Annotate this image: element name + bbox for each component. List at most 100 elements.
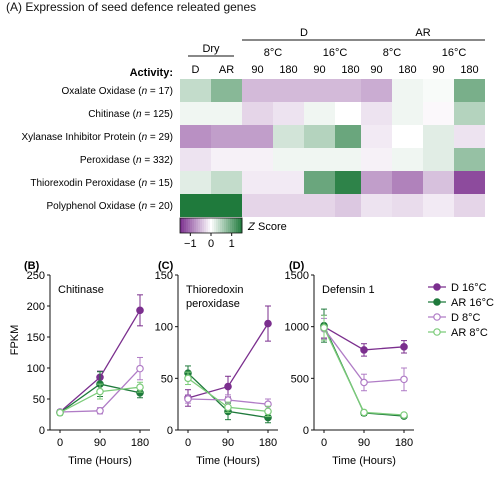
heatmap-cell xyxy=(211,79,242,102)
heatmap-cell xyxy=(211,194,242,217)
row-label-n-eq: = xyxy=(147,86,158,97)
column-label: 90 xyxy=(251,64,263,76)
heatmap-cell xyxy=(392,102,423,125)
colorbar-segment xyxy=(188,218,191,233)
heatmap-cell xyxy=(335,125,366,148)
heatmap-cell xyxy=(211,171,242,194)
colorbar-segment xyxy=(220,218,223,233)
heatmap-cell xyxy=(454,194,485,217)
heatmap-cell xyxy=(304,125,335,148)
row-label-name: Xylanase Inhibitor Protein xyxy=(21,132,135,143)
data-point xyxy=(400,375,408,384)
heatmap-cell xyxy=(423,102,454,125)
colorbar-segment xyxy=(192,218,195,233)
colorbar-tick-label: 0 xyxy=(208,238,214,250)
row-label-name: Oxalate Oxidase xyxy=(62,86,136,97)
column-label: 180 xyxy=(341,64,359,76)
series-line xyxy=(323,325,405,417)
y-tick-label: 0 xyxy=(167,425,173,437)
row-label-n-open: ( xyxy=(135,132,142,143)
heatmap-cells xyxy=(180,79,485,217)
heatmap-row-label: Peroxidase (n = 332) xyxy=(80,155,173,166)
heatmap-cell xyxy=(423,148,454,171)
row-label-n-close: ) xyxy=(170,86,173,97)
row-label-n-eq: = xyxy=(142,155,153,166)
heatmap-cell xyxy=(423,79,454,102)
data-point xyxy=(136,364,144,373)
heatmap-cell xyxy=(304,102,335,125)
column-label: D xyxy=(192,64,200,76)
heatmap-cell xyxy=(361,194,392,217)
data-point xyxy=(96,406,104,415)
row-label-n-eq: = xyxy=(147,132,158,143)
legend-marker xyxy=(433,313,441,321)
heatmap-row-label: Xylanase Inhibitor Protein (n = 29) xyxy=(21,132,173,143)
heatmap-cell xyxy=(242,194,273,217)
heatmap-cell xyxy=(242,102,273,125)
data-point xyxy=(400,411,408,419)
data-point xyxy=(184,395,192,403)
y-tick-label: 150 xyxy=(27,332,45,344)
colorbar-segment xyxy=(204,218,207,233)
heatmap-panel-a: Activity: Oxalate Oxidase (n = 17)Chitin… xyxy=(21,27,485,250)
colorbar-segment xyxy=(194,218,197,233)
heatmap-cell xyxy=(180,125,211,148)
heatmap-cell xyxy=(211,148,242,171)
heatmap-cell xyxy=(335,148,366,171)
heatmap-cell xyxy=(242,125,273,148)
column-label: 90 xyxy=(370,64,382,76)
x-tick-label: 90 xyxy=(222,437,234,449)
heatmap-cell xyxy=(242,79,273,102)
row-label-n-value: 332 xyxy=(153,155,170,166)
data-point xyxy=(136,306,144,315)
heatmap-cell xyxy=(242,148,273,171)
heatmap-cell xyxy=(304,148,335,171)
panel-letter: (C) xyxy=(158,260,174,272)
x-tick-label: 180 xyxy=(395,437,413,449)
y-tick-label: 500 xyxy=(291,373,309,385)
column-subgroup-label: 16°C xyxy=(323,47,348,59)
heatmap-cell xyxy=(211,125,242,148)
colorbar-segment xyxy=(182,218,185,233)
x-tick-label: 90 xyxy=(358,437,370,449)
column-group-label: Dry xyxy=(202,43,220,55)
column-label: 90 xyxy=(432,64,444,76)
data-point xyxy=(56,408,64,417)
colorbar-segment xyxy=(208,218,211,233)
heatmap-cell xyxy=(392,171,423,194)
column-label: 180 xyxy=(279,64,297,76)
column-label: 180 xyxy=(398,64,416,76)
y-tick-label: 150 xyxy=(155,270,173,282)
row-label-n-symbol: n xyxy=(136,155,142,166)
data-point xyxy=(224,382,232,391)
row-label-n-value: 125 xyxy=(153,109,170,120)
x-tick-label: 180 xyxy=(131,437,149,449)
row-label-n-open: ( xyxy=(135,86,142,97)
x-tick-label: 0 xyxy=(185,437,191,449)
heatmap-cell xyxy=(180,171,211,194)
panel-letter: (B) xyxy=(24,260,40,272)
heatmap-cell xyxy=(361,148,392,171)
legend-label: AR 8°C xyxy=(451,327,488,339)
y-tick-label: 0 xyxy=(303,425,309,437)
heatmap-row-label: Polyphenol Oxidase (n = 20) xyxy=(47,201,174,212)
row-label-n-value: 29 xyxy=(159,132,171,143)
colorbar-segment xyxy=(212,218,215,233)
colorbar-segment xyxy=(210,218,213,233)
column-group-label: D xyxy=(300,27,308,39)
y-tick-label: 100 xyxy=(27,363,45,375)
row-label-n-value: 17 xyxy=(159,86,171,97)
heatmap-cell xyxy=(423,171,454,194)
row-label-n-open: ( xyxy=(135,201,142,212)
line-panel-b: 0 50 100 150 200 250 0 90 180 Time (Hours) (B) Chit… xyxy=(24,260,150,467)
y-tick-label: 50 xyxy=(161,373,173,385)
x-axis-label: Time (Hours) xyxy=(196,455,260,467)
legend-marker xyxy=(433,283,441,291)
heatmap-cell xyxy=(454,148,485,171)
heatmap-cell xyxy=(423,194,454,217)
colorbar-segment xyxy=(230,218,233,233)
series-line xyxy=(323,327,405,416)
heatmap-row-header: Activity: xyxy=(130,67,173,79)
